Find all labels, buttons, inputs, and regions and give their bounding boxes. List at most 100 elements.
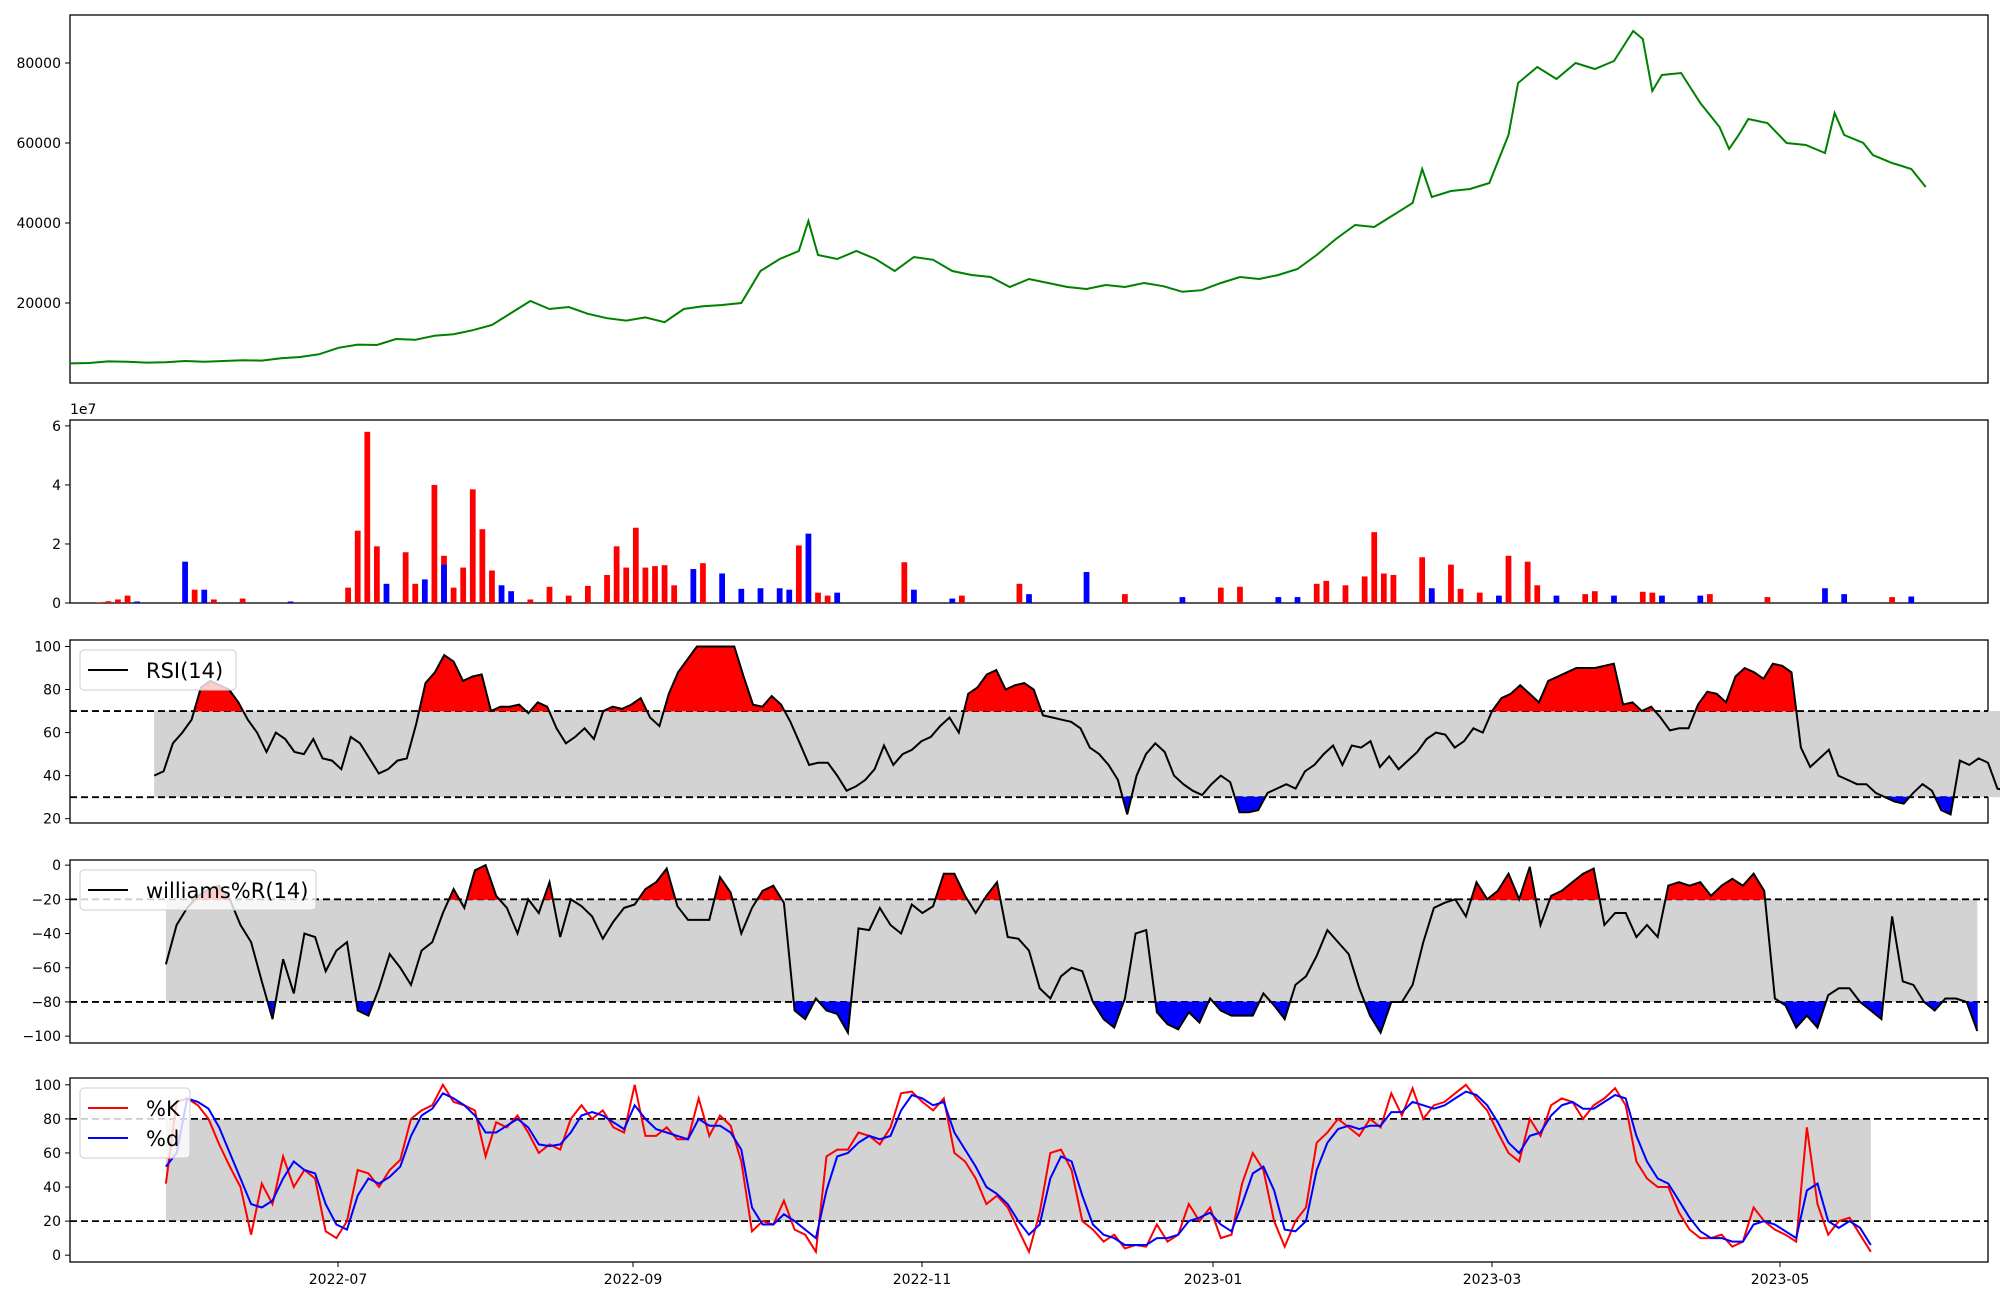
price-panel: 20000 40000 60000 80000	[16, 14, 1989, 384]
price-axes-frame	[69, 14, 1989, 384]
volume-bar-down	[1841, 594, 1848, 603]
ytick-label: 40	[43, 769, 61, 785]
volume-bar-down	[182, 561, 188, 603]
ytick-label: 80	[43, 1112, 61, 1128]
overbought-fill	[733, 646, 744, 712]
volume-bar-up	[431, 484, 438, 603]
oversold-fill	[1241, 1001, 1254, 1016]
volume-bar-down	[949, 598, 956, 603]
volume-bar-up	[489, 570, 495, 603]
williams-legend-label: williams%R(14)	[146, 879, 308, 903]
volume-bar-up	[1313, 583, 1320, 603]
oversold-fill	[1806, 1001, 1818, 1029]
volume-bar-down	[834, 592, 841, 603]
volume-bar-up	[1122, 594, 1128, 603]
williams-panel: −100 −80 −60 −40 −20 0 williams%R(14)	[23, 858, 1989, 1045]
stochastic-legend-box	[79, 1087, 191, 1159]
volume-bar-up	[412, 583, 419, 603]
d-line	[165, 1090, 1872, 1246]
williams-series	[70, 863, 1988, 1036]
volume-bar-down	[805, 533, 812, 603]
volume-yticks: 0 2 4 6	[52, 419, 70, 612]
ytick-label: 20	[43, 812, 61, 828]
volume-bar-up	[1419, 557, 1426, 603]
volume-bar-up	[584, 585, 591, 603]
williams-line	[164, 863, 1979, 1036]
williams-legend: williams%R(14)	[79, 869, 317, 911]
ytick-label: 4	[52, 478, 61, 494]
volume-bar-down	[134, 601, 141, 603]
rsi-series	[70, 645, 2000, 816]
ytick-label: 60	[43, 1146, 61, 1162]
overbought-fill	[471, 673, 483, 712]
volume-bar-up	[124, 595, 131, 603]
ytick-label: 80	[43, 683, 61, 699]
volume-bar-up	[1371, 532, 1378, 603]
volume-bar-up	[345, 587, 351, 603]
volume-panel: 1e7 0 2 4 6	[52, 402, 1989, 612]
overbought-fill	[715, 646, 726, 712]
ytick-label: 40000	[16, 216, 61, 232]
overbought-fill	[724, 646, 735, 712]
ytick-label: 0	[52, 596, 61, 612]
price-yticks: 20000 40000 60000 80000	[16, 56, 70, 312]
neutral-zone	[165, 1118, 1871, 1222]
volume-bar-up	[1649, 592, 1656, 603]
volume-bar-up	[1476, 592, 1483, 603]
volume-bar-up	[1534, 585, 1541, 603]
volume-bar-up	[815, 592, 821, 603]
stochastic-legend: %K %d	[79, 1087, 191, 1159]
overbought-fill	[1566, 667, 1577, 712]
overbought-fill	[655, 867, 668, 900]
volume-bar-up	[1390, 574, 1397, 603]
oversold-fill	[1795, 1001, 1808, 1029]
volume-bar-down	[508, 591, 515, 603]
neutral-zone	[154, 711, 2000, 798]
overbought-fill	[705, 646, 716, 712]
neutral-zone	[165, 899, 1978, 1002]
volume-bar-up	[1323, 580, 1330, 603]
stochastic-axes-frame	[69, 1077, 1989, 1263]
volume-bar-down	[757, 588, 764, 603]
volume-bar-up	[105, 601, 112, 603]
volume-bar-up	[958, 595, 965, 603]
xtick-label: 2022-07	[309, 1272, 368, 1288]
volume-bar-down	[1697, 595, 1704, 603]
overbought-fill	[1742, 872, 1754, 900]
volume-bar-down	[1294, 597, 1301, 603]
overbought-fill	[1575, 667, 1587, 712]
volume-bar-up	[239, 598, 246, 603]
overbought-fill	[462, 675, 473, 712]
volume-bar-up	[1217, 587, 1224, 603]
volume-bar-up	[1707, 594, 1713, 603]
overbought-fill	[1604, 663, 1615, 712]
volume-bar-up	[671, 585, 678, 603]
volume-bar-up	[1342, 585, 1349, 603]
volume-bar-up	[546, 586, 553, 603]
volume-bar-up	[623, 567, 630, 603]
xtick-label: 2023-03	[1463, 1272, 1522, 1288]
volume-bar-up	[700, 563, 706, 603]
xtick-label: 2023-05	[1751, 1272, 1810, 1288]
volume-bar-up	[354, 530, 361, 603]
volume-bar-up	[1448, 564, 1454, 603]
volume-bar-up	[1889, 597, 1895, 603]
overbought-fill	[1781, 665, 1792, 712]
ytick-label: −60	[31, 961, 61, 977]
xtick-label: 2022-11	[893, 1272, 952, 1288]
volume-bar-up	[901, 562, 908, 603]
ytick-label: 60	[43, 726, 61, 742]
volume-bar-up	[652, 566, 658, 603]
volume-bar-up	[632, 527, 639, 603]
williams-legend-box	[79, 869, 317, 911]
volume-bar-up	[642, 567, 649, 603]
volume-bar-down	[1553, 595, 1560, 603]
volume-bar-down	[1275, 597, 1282, 603]
volume-bar-down	[776, 588, 783, 603]
stochastic-panel: 0 20 40 60 80 100 2022-07 2022-09 2022-11 2023-0…	[34, 1077, 1989, 1288]
overbought-fill	[696, 646, 707, 712]
rsi-legend-label: RSI(14)	[146, 659, 223, 683]
ytick-label: 0	[52, 858, 61, 874]
volume-bar-up	[460, 567, 467, 603]
